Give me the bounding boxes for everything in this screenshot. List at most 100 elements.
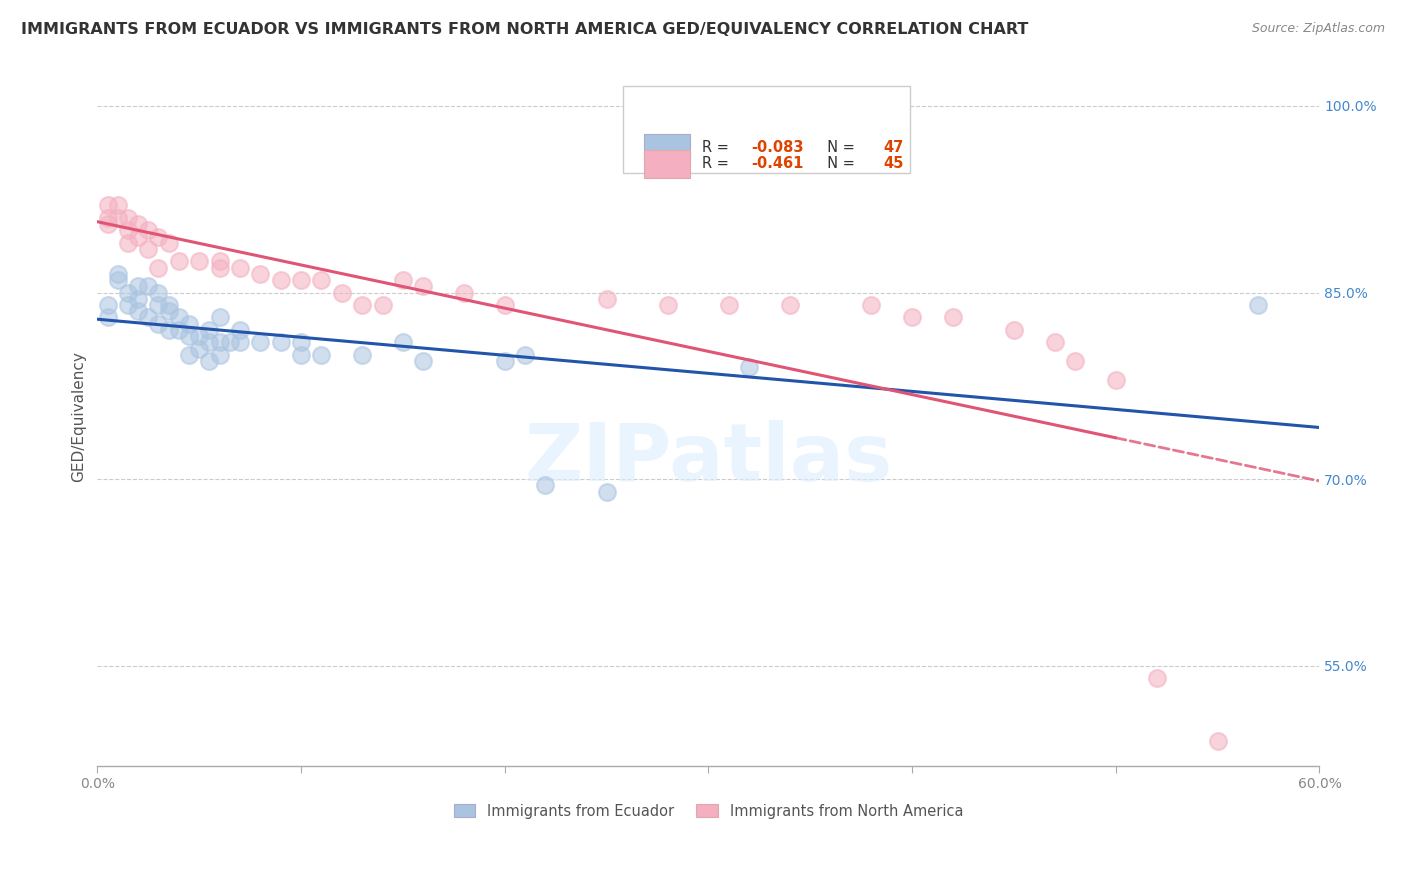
- Point: [127, 217, 149, 231]
- Point: [657, 298, 679, 312]
- Point: [188, 254, 211, 268]
- Point: [167, 323, 190, 337]
- Point: [290, 348, 312, 362]
- Point: [738, 360, 761, 375]
- Text: 45: 45: [883, 156, 904, 171]
- Point: [779, 298, 801, 312]
- Point: [208, 335, 231, 350]
- Point: [229, 323, 252, 337]
- Point: [136, 279, 159, 293]
- Point: [717, 298, 740, 312]
- Text: N =: N =: [818, 156, 860, 171]
- Point: [107, 198, 129, 212]
- Point: [208, 254, 231, 268]
- Point: [229, 260, 252, 275]
- Point: [198, 323, 221, 337]
- Point: [188, 329, 211, 343]
- Point: [249, 335, 271, 350]
- Point: [392, 335, 415, 350]
- Point: [249, 267, 271, 281]
- Point: [117, 223, 139, 237]
- Point: [1105, 373, 1128, 387]
- Point: [1064, 354, 1087, 368]
- Text: IMMIGRANTS FROM ECUADOR VS IMMIGRANTS FROM NORTH AMERICA GED/EQUIVALENCY CORRELA: IMMIGRANTS FROM ECUADOR VS IMMIGRANTS FR…: [21, 22, 1028, 37]
- Point: [148, 317, 170, 331]
- Point: [136, 310, 159, 325]
- Point: [494, 354, 516, 368]
- Point: [595, 292, 617, 306]
- Point: [157, 235, 180, 250]
- Point: [188, 342, 211, 356]
- Point: [290, 273, 312, 287]
- Point: [1247, 298, 1270, 312]
- Text: ZIPatlas: ZIPatlas: [524, 420, 893, 498]
- Point: [208, 260, 231, 275]
- Point: [371, 298, 394, 312]
- Point: [96, 298, 118, 312]
- Point: [157, 298, 180, 312]
- Point: [117, 235, 139, 250]
- Point: [901, 310, 924, 325]
- Point: [270, 273, 292, 287]
- Point: [208, 348, 231, 362]
- Point: [96, 198, 118, 212]
- FancyBboxPatch shape: [644, 134, 690, 161]
- Point: [412, 354, 434, 368]
- Point: [177, 329, 200, 343]
- FancyBboxPatch shape: [623, 86, 910, 173]
- Point: [157, 323, 180, 337]
- Text: Source: ZipAtlas.com: Source: ZipAtlas.com: [1251, 22, 1385, 36]
- Point: [290, 335, 312, 350]
- Point: [127, 292, 149, 306]
- Point: [136, 223, 159, 237]
- Point: [136, 242, 159, 256]
- Point: [1002, 323, 1025, 337]
- Point: [167, 254, 190, 268]
- Point: [157, 304, 180, 318]
- Point: [177, 348, 200, 362]
- Point: [148, 285, 170, 300]
- Point: [148, 260, 170, 275]
- Point: [167, 310, 190, 325]
- FancyBboxPatch shape: [644, 150, 690, 178]
- Point: [330, 285, 353, 300]
- Text: R =: R =: [702, 156, 734, 171]
- Point: [117, 211, 139, 225]
- Point: [270, 335, 292, 350]
- Point: [127, 279, 149, 293]
- Text: -0.083: -0.083: [751, 140, 804, 155]
- Text: -0.461: -0.461: [751, 156, 804, 171]
- Point: [311, 273, 333, 287]
- Point: [107, 273, 129, 287]
- Point: [127, 304, 149, 318]
- Point: [860, 298, 883, 312]
- Point: [392, 273, 415, 287]
- Point: [352, 348, 374, 362]
- Point: [208, 310, 231, 325]
- Point: [117, 298, 139, 312]
- Point: [352, 298, 374, 312]
- Point: [177, 317, 200, 331]
- Text: R =: R =: [702, 140, 734, 155]
- Point: [148, 229, 170, 244]
- Text: 47: 47: [883, 140, 904, 155]
- Point: [117, 285, 139, 300]
- Point: [229, 335, 252, 350]
- Point: [1146, 672, 1168, 686]
- Point: [107, 211, 129, 225]
- Point: [96, 310, 118, 325]
- Point: [107, 267, 129, 281]
- Point: [1206, 733, 1229, 747]
- Point: [148, 298, 170, 312]
- Point: [942, 310, 965, 325]
- Point: [198, 335, 221, 350]
- Y-axis label: GED/Equivalency: GED/Equivalency: [72, 351, 86, 483]
- Point: [311, 348, 333, 362]
- Point: [127, 229, 149, 244]
- Text: N =: N =: [818, 140, 860, 155]
- Point: [453, 285, 475, 300]
- Point: [96, 211, 118, 225]
- Point: [1043, 335, 1066, 350]
- Point: [513, 348, 536, 362]
- Point: [96, 217, 118, 231]
